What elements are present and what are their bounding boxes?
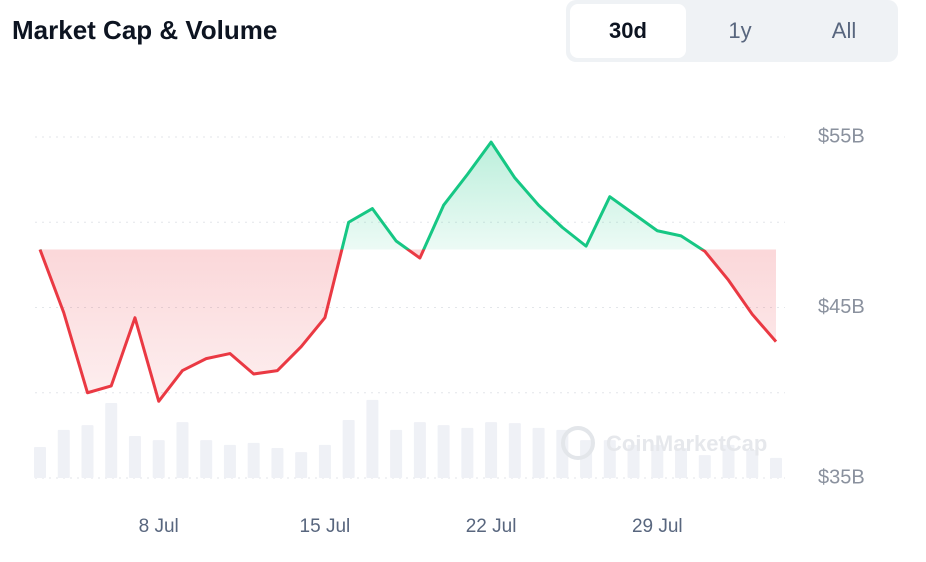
volume-bar [698,455,711,478]
x-tick-label: 22 Jul [466,516,517,537]
volume-bar [532,427,545,478]
tab[interactable]: 1y [728,18,751,43]
volume-bar [603,440,616,478]
volume-bar [271,447,284,478]
volume-bar [366,399,379,478]
volume-bar [223,444,236,478]
tabs: 30d 1y All [570,4,856,58]
tab[interactable]: All [832,18,856,43]
volume-bar [413,422,426,478]
volume-bar [580,440,593,478]
volume-bar [152,440,165,478]
volume-bar [485,422,498,478]
y-tick-label: $35B [818,466,865,488]
watermark-logo [561,426,595,460]
volume-bar [651,444,664,478]
widget-title: Market Cap & Volume [12,15,277,45]
volume-bar [176,422,189,478]
volume-bar [34,446,46,478]
volume-bar [128,436,141,478]
volume-bar [746,450,759,478]
volume-bar [105,402,118,478]
volume-bar [200,440,213,478]
volume-bar [295,452,308,478]
volume-bar [627,444,640,478]
y-tick-label: $45B [818,296,865,318]
x-tick-label: 15 Jul [300,516,351,537]
volume-bar [81,425,94,478]
volume-bar [437,425,450,478]
tab-active-bg [570,4,686,58]
volume-bar [247,442,260,478]
market-cap-line [38,140,778,403]
tab[interactable]: 30d [609,18,647,43]
volume-bar [461,427,474,478]
volume-bar [508,423,521,478]
volume-bar [675,447,688,478]
volume-bar [722,444,735,478]
volume-bar [556,429,569,478]
area-fill [40,142,776,402]
y-tick-label: $55B [818,125,865,147]
volume-bar [390,429,403,478]
volume-bar [770,457,782,478]
x-tick-label: 8 Jul [139,516,179,537]
volume-bar [57,429,70,478]
volume-bar [342,420,355,478]
volume-bar [318,444,331,478]
x-tick-label: 29 Jul [632,516,683,537]
watermark: CoinMarketCap [606,431,767,456]
